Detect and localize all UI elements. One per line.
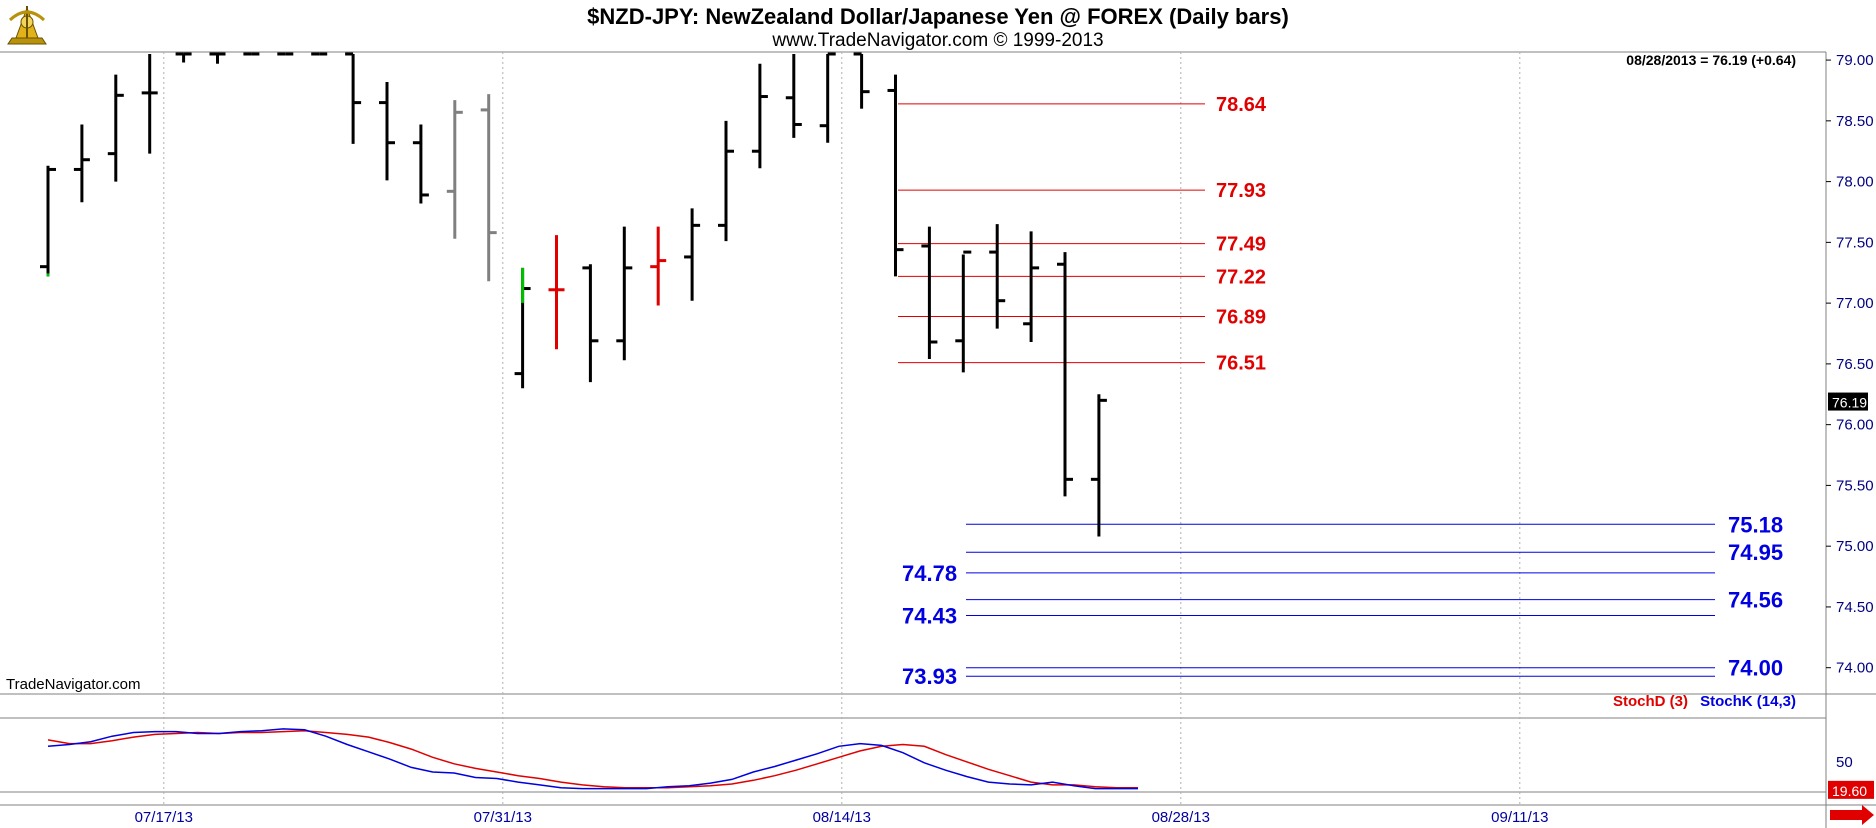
y-tick-label: 78.50 (1836, 113, 1874, 130)
blue-level-label: 74.00 (1728, 656, 1783, 681)
blue-level-label: 74.43 (902, 603, 957, 628)
ohlc-bar (616, 226, 633, 361)
stoch-tick-label: 50 (1836, 754, 1853, 771)
x-tick-label: 08/28/13 (1152, 809, 1210, 826)
scroll-right-arrow-icon[interactable] (1830, 805, 1874, 825)
last-price-label: 76.19 (1832, 395, 1867, 411)
ohlc-bar (73, 124, 90, 203)
ohlc-bar (514, 267, 531, 389)
ohlc-bar (379, 81, 395, 181)
ohlc-bar (955, 250, 972, 373)
ohlc-bar (1057, 252, 1073, 497)
ohlc-bar (718, 120, 734, 242)
blue-level-label: 75.18 (1728, 512, 1783, 537)
stochk-legend: StochK (14,3) (1700, 693, 1796, 710)
y-tick-label: 77.50 (1836, 234, 1874, 251)
ohlc-bar (921, 226, 938, 360)
ohlc-bar (989, 224, 1006, 329)
red-level-label: 77.49 (1216, 234, 1266, 256)
last-price-stamp: 08/28/2013 = 76.19 (+0.64) (1626, 52, 1796, 68)
y-tick-label: 74.00 (1836, 660, 1874, 677)
x-tick-label: 07/17/13 (135, 809, 193, 826)
ohlc-bar (141, 54, 158, 154)
ohlc-bar (209, 52, 226, 64)
red-level-label: 76.89 (1216, 306, 1266, 328)
x-tick-label: 08/14/13 (813, 809, 871, 826)
blue-level-label: 73.93 (902, 664, 957, 689)
chart-title: $NZD-JPY: NewZealand Dollar/Japanese Yen… (587, 4, 1289, 29)
ohlc-bar (853, 52, 870, 109)
y-tick-label: 76.00 (1836, 417, 1874, 434)
ohlc-bar (40, 165, 56, 277)
y-tick-label: 74.50 (1836, 599, 1874, 616)
ohlc-bar (107, 74, 124, 182)
last-price-tag (1828, 392, 1868, 411)
blue-level-label: 74.56 (1728, 588, 1783, 613)
ohlc-bar (785, 54, 802, 138)
ohlc-bar (446, 100, 463, 239)
stochd-legend: StochD (3) (1612, 693, 1688, 710)
ohlc-bar (1023, 231, 1040, 343)
ohlc-bar (175, 52, 192, 63)
ohlc-bar (684, 208, 701, 301)
y-tick-label: 76.50 (1836, 356, 1874, 373)
y-tick-label: 78.00 (1836, 174, 1874, 191)
y-tick-label: 75.50 (1836, 477, 1874, 494)
ohlc-bar (582, 264, 599, 383)
watermark-text: TradeNavigator.com (6, 676, 141, 693)
stoch-last-tag (1828, 780, 1874, 799)
stochk-line (47, 728, 1138, 790)
ohlc-bar (412, 124, 429, 204)
ohlc-bar (1090, 394, 1107, 537)
ohlc-bar (345, 52, 362, 144)
y-tick-label: 75.00 (1836, 538, 1874, 555)
stoch-last-label: 19.60 (1832, 783, 1867, 799)
ohlc-bar (548, 235, 565, 350)
ohlc-bar (819, 52, 836, 143)
ohlc-bar (480, 94, 497, 282)
x-tick-label: 07/31/13 (474, 809, 532, 826)
ohlc-bar (751, 63, 768, 169)
blue-level-label: 74.95 (1728, 540, 1783, 565)
red-level-label: 77.93 (1216, 180, 1266, 202)
y-tick-label: 77.00 (1836, 295, 1874, 312)
red-level-label: 76.51 (1216, 353, 1266, 375)
y-tick-label: 79.00 (1836, 52, 1874, 69)
red-level-label: 77.22 (1216, 266, 1266, 288)
red-level-label: 78.64 (1216, 94, 1267, 116)
chart-subtitle: www.TradeNavigator.com © 1999-2013 (772, 30, 1104, 51)
blue-level-label: 74.78 (902, 561, 957, 586)
stochd-line (47, 729, 1138, 789)
x-tick-label: 09/11/13 (1491, 809, 1548, 826)
ohlc-bar (650, 226, 667, 306)
indicator-legend: StochD (3) StochK (14,3) (1613, 693, 1796, 710)
ohlc-bar (887, 74, 904, 277)
sextant-logo-icon (2, 2, 52, 50)
